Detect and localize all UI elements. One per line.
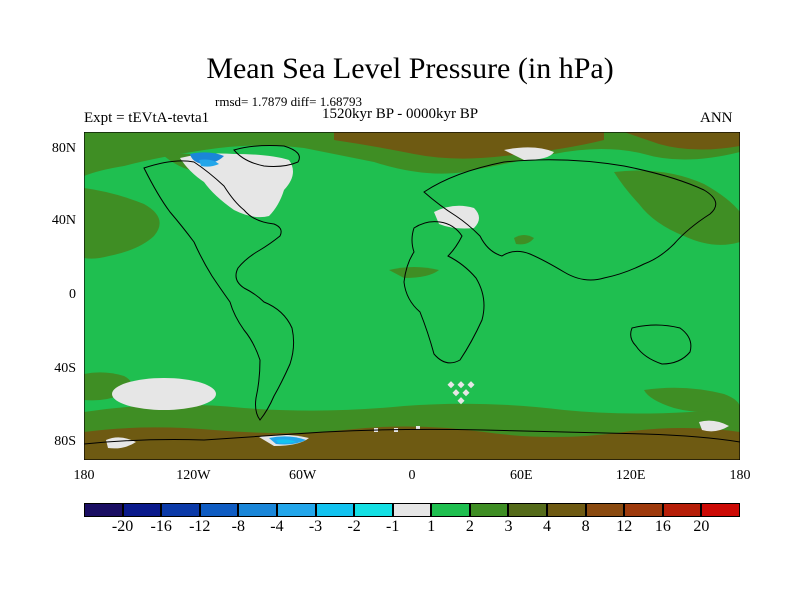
colorbar-label: 20 xyxy=(693,518,710,535)
colorbar-label: 4 xyxy=(543,518,552,535)
north-pacific-anomaly xyxy=(84,188,160,259)
eurasia-coastline xyxy=(423,159,717,281)
arctic-negative-anomaly xyxy=(190,152,224,164)
colorbar-label: 1 xyxy=(427,518,436,535)
colorbar-label: 3 xyxy=(504,518,513,535)
latitude-label: 80S xyxy=(54,434,76,449)
longitude-label: 120E xyxy=(615,468,646,483)
antarctic-high-band xyxy=(84,426,740,460)
colorbar-box xyxy=(585,503,625,517)
colorbar-box xyxy=(624,503,663,517)
plot-title: Mean Sea Level Pressure (in hPa) xyxy=(206,52,614,85)
east-asia-anomaly xyxy=(614,170,740,245)
colorbar-label: -3 xyxy=(308,518,323,535)
australia-coastline xyxy=(630,324,692,365)
longitude-label: 60W xyxy=(289,468,317,483)
colorbar-label: 8 xyxy=(581,518,590,535)
greenland-coastline xyxy=(233,145,300,167)
colorbar-label: -8 xyxy=(231,518,245,535)
colorbar-label: -4 xyxy=(270,518,284,535)
longitude-label: 60E xyxy=(510,468,533,483)
colorbar-label: -12 xyxy=(189,518,211,535)
longitude-label: 0 xyxy=(408,468,416,483)
colorbar-box xyxy=(84,503,123,517)
colorbar-box xyxy=(315,503,355,517)
rmsd-diff-label: rmsd= 1.7879 diff= 1.68793 xyxy=(215,94,362,109)
colorbar-box xyxy=(469,503,509,517)
antarctica-coastline xyxy=(84,428,740,445)
latitude-label: 80N xyxy=(51,141,76,156)
sahara-anomaly xyxy=(389,267,439,278)
himalaya-anomaly xyxy=(514,235,534,245)
arctic-high-band-east xyxy=(624,132,740,150)
colorbar-label: -2 xyxy=(347,518,361,535)
colorbar-box xyxy=(547,503,586,517)
colorbar-label: -16 xyxy=(150,518,172,535)
colorbar-box xyxy=(122,503,162,517)
colorbar-box xyxy=(508,503,548,517)
colorbar-box xyxy=(431,503,470,517)
colorbar-box xyxy=(354,503,393,517)
americas-coastline xyxy=(143,160,295,421)
longitude-label: 180 xyxy=(729,468,751,483)
latitude-label: 40N xyxy=(51,213,76,228)
colorbar-box xyxy=(238,503,277,517)
north-america-near-zero xyxy=(180,153,293,218)
latitude-label: 0 xyxy=(69,287,76,302)
antarctic-near-zero-east xyxy=(699,420,729,432)
australia-south-anomaly xyxy=(644,387,740,412)
pressure-anomaly-map xyxy=(84,132,740,460)
colorbar-label: 2 xyxy=(465,518,474,535)
colorbar-box xyxy=(701,503,740,517)
colorbar-box xyxy=(662,503,702,517)
africa-coastline xyxy=(403,221,485,364)
colorbar-box xyxy=(392,503,432,517)
coastlines xyxy=(84,145,740,445)
longitude-label: 120W xyxy=(176,468,211,483)
period-label: 1520kyr BP - 0000kyr BP xyxy=(322,106,479,122)
latitude-label: 40S xyxy=(54,361,76,376)
colorbar-label: -20 xyxy=(111,518,134,535)
season-label: ANN xyxy=(700,110,733,126)
experiment-label: Expt = tEVtA-tevta1 xyxy=(84,110,210,126)
colorbar-label: 12 xyxy=(616,518,633,535)
arctic-negative-core xyxy=(199,159,219,167)
antarctic-negative-core xyxy=(276,439,296,444)
colorbar-box xyxy=(276,503,316,517)
colorbar-label: -1 xyxy=(386,518,400,535)
south-pacific-near-zero xyxy=(112,378,216,410)
colorbar-label: 16 xyxy=(654,518,671,535)
longitude-label: 180 xyxy=(73,468,95,483)
colorbar-box xyxy=(161,503,200,517)
siberia-near-zero xyxy=(504,147,554,160)
colorbar-box xyxy=(199,503,239,517)
